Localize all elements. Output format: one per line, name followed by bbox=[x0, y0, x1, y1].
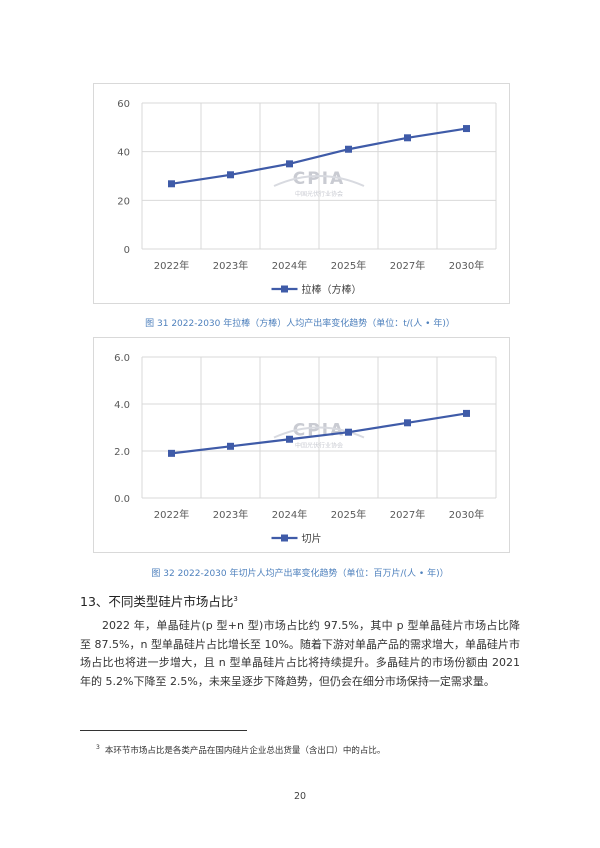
chart1-xtick-label: 2030年 bbox=[449, 259, 484, 272]
chart1-ytick-label: 0 bbox=[124, 245, 130, 256]
chart1-data-point bbox=[286, 160, 293, 168]
chart1-ytick-label: 60 bbox=[117, 99, 130, 110]
chart1-legend-label: 拉棒（方棒） bbox=[302, 283, 362, 296]
footnote-number: 3 bbox=[96, 744, 100, 752]
chart1-xtick-label: 2024年 bbox=[272, 259, 307, 272]
chart2-xtick-label: 2027年 bbox=[390, 508, 425, 521]
chart1-data-point bbox=[404, 134, 411, 142]
body-paragraph: 2022 年，单晶硅片(p 型+n 型)市场占比约 97.5%，其中 p 型单晶… bbox=[80, 617, 520, 691]
chart2-legend-marker bbox=[281, 534, 288, 542]
chart2-watermark-logo: CPIA bbox=[293, 421, 345, 441]
chart1-series-line bbox=[171, 127, 467, 185]
chart2-xtick-label: 2025年 bbox=[331, 508, 366, 521]
footnote: 3 本环节市场占比是各类产品在国内硅片企业总出货量（含出口）中的占比。 bbox=[96, 744, 385, 756]
footnote-text: 本环节市场占比是各类产品在国内硅片企业总出货量（含出口）中的占比。 bbox=[104, 746, 386, 756]
chart1-watermark-text: 中国光伏行业协会 bbox=[295, 190, 343, 198]
figure-32-chart: 0.0 2.0 4.0 6.0 2022年 2023年 2024年 2025年 2027年 203… bbox=[93, 337, 510, 553]
chart2-ytick-label: 2.0 bbox=[114, 447, 130, 458]
chart2-data-point bbox=[463, 409, 470, 417]
chart2-xtick-label: 2022年 bbox=[154, 508, 189, 521]
paragraph-text: 2022 年，单晶硅片(p 型+n 型)市场占比约 97.5%，其中 p 型单晶… bbox=[80, 619, 520, 688]
figure-31-chart: 0 20 40 60 2022年 2023年 2024年 2025年 2027年 2030年 CPI… bbox=[93, 83, 510, 304]
chart1-data-point bbox=[227, 171, 234, 179]
chart2-xtick-label: 2024年 bbox=[272, 508, 307, 521]
chart1-legend-marker bbox=[281, 285, 288, 293]
chart1-ytick-label: 20 bbox=[117, 196, 130, 207]
chart2-data-point bbox=[227, 442, 234, 450]
chart1-ytick-label: 40 bbox=[117, 148, 130, 159]
chart2-xtick-label: 2023年 bbox=[213, 508, 248, 521]
chart1-data-point bbox=[345, 145, 352, 153]
figure-32-caption: 图 32 2022-2030 年切片人均产出率变化趋势（单位：百万片/(人 • … bbox=[151, 569, 449, 579]
chart2-data-point bbox=[345, 428, 352, 436]
section-heading: 13、不同类型硅片市场占比3 bbox=[80, 591, 238, 610]
chart1-xtick-label: 2025年 bbox=[331, 259, 366, 272]
chart2-watermark-arc bbox=[273, 426, 365, 439]
figure-31-caption: 图 31 2022-2030 年拉棒（方棒）人均产出率变化趋势（单位：t/(人 … bbox=[145, 319, 455, 329]
chart2-legend-label: 切片 bbox=[302, 532, 322, 545]
section-heading-text: 13、不同类型硅片市场占比 bbox=[80, 594, 234, 609]
chart1-data-point bbox=[463, 125, 470, 133]
page-number: 20 bbox=[293, 791, 307, 802]
chart2-xtick-label: 2030年 bbox=[449, 508, 484, 521]
chart1-xtick-label: 2022年 bbox=[154, 259, 189, 272]
chart2-data-point bbox=[404, 419, 411, 427]
chart1-xtick-label: 2027年 bbox=[390, 259, 425, 272]
chart1-watermark-arc bbox=[273, 175, 365, 187]
footnote-divider bbox=[80, 730, 247, 731]
chart2-watermark-text: 中国光伏行业协会 bbox=[295, 442, 343, 450]
chart2-data-point bbox=[286, 435, 293, 443]
chart1-watermark-logo: CPIA bbox=[293, 169, 345, 189]
chart2-ytick-label: 0.0 bbox=[114, 494, 130, 505]
chart2-ytick-label: 6.0 bbox=[114, 353, 130, 364]
chart2-data-point bbox=[168, 449, 175, 457]
section-heading-footnote-ref: 3 bbox=[233, 594, 238, 603]
chart1-data-point bbox=[168, 180, 175, 188]
chart2-series-line bbox=[171, 412, 467, 455]
figure-31-svg: 0 20 40 60 2022年 2023年 2024年 2025年 2027年 2030年 CPI… bbox=[117, 99, 497, 296]
figure-32-svg: 0.0 2.0 4.0 6.0 2022年 2023年 2024年 2025年 2027年 203… bbox=[114, 353, 497, 545]
chart2-ytick-label: 4.0 bbox=[114, 400, 130, 411]
chart1-xtick-label: 2023年 bbox=[213, 259, 248, 272]
